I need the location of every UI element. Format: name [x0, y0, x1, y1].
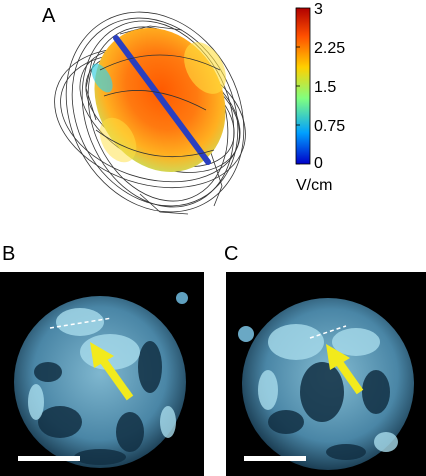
- panel-b-label: B: [2, 243, 16, 265]
- microscopy-image-b: [0, 272, 204, 476]
- field-simulation-figure: [54, 7, 311, 215]
- arrow-icon: [326, 344, 364, 395]
- panel-c-label: C: [224, 243, 239, 265]
- colorbar-tick-3: 3: [314, 1, 323, 18]
- colorbar-tick-1.5: 1.5: [314, 79, 337, 96]
- probe-trace-dashed: [309, 325, 347, 339]
- scale-bar: [244, 456, 306, 461]
- colorbar-tick-2.25: 2.25: [314, 40, 346, 57]
- panel-a-label: A: [42, 5, 56, 27]
- microscopy-image-c: [226, 272, 426, 476]
- probe-trace-dashed: [49, 317, 113, 329]
- arrow-icon: [90, 342, 134, 401]
- colorbar-tick-0.75: 0.75: [314, 118, 346, 135]
- colorbar-tick-0: 0: [314, 155, 323, 172]
- colorbar-unit: V/cm: [296, 177, 333, 194]
- scale-bar: [18, 456, 80, 461]
